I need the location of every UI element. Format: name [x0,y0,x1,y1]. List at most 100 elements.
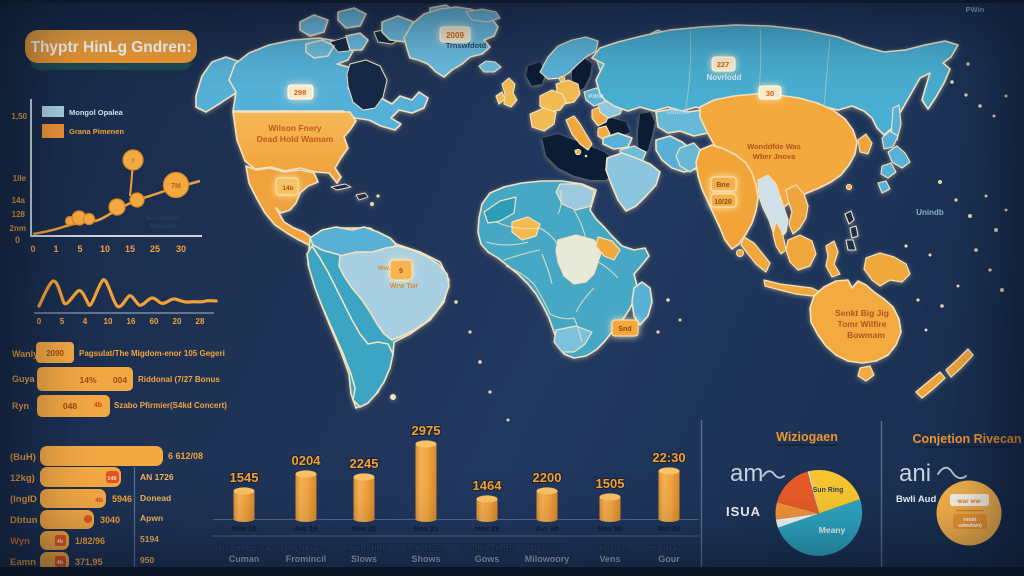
svg-text:14a: 14a [12,196,26,205]
svg-text:Hospital: Hospital [150,223,176,230]
svg-text:Okoslon: Okoslon [592,543,628,553]
svg-text:Tomr Wilfire: Tomr Wilfire [838,319,887,329]
svg-text:Senkt Big Jig: Senkt Big Jig [835,308,889,318]
svg-text:30: 30 [176,244,186,254]
svg-text:2009: 2009 [446,31,464,40]
svg-text:Meany: Meany [819,525,846,535]
svg-text:Donead: Donead [140,493,171,503]
svg-text:Avr 30: Avr 30 [658,524,681,533]
svg-text:Avr 19: Avr 19 [295,524,318,533]
svg-text:Pagsulat/The Migdom-enor 105 G: Pagsulat/The Migdom-enor 105 Gegeri [79,349,225,358]
svg-text:Neo-Wilbur: Neo-Wilbur [146,215,181,222]
svg-text:Nov 29: Nov 29 [475,524,500,533]
svg-text:950: 950 [140,555,154,565]
svg-text:Ryn: Ryn [12,401,29,411]
svg-text:Brynklane: Brynklane [284,543,328,553]
svg-text:Snd: Snd [618,326,631,333]
svg-text:20: 20 [173,317,182,326]
svg-text:Novrlodd: Novrlodd [706,73,741,82]
svg-text:128: 128 [12,210,26,219]
svg-text:7M: 7M [171,183,181,190]
svg-text:16: 16 [127,317,136,326]
svg-text:2245: 2245 [350,456,379,471]
svg-text:2090: 2090 [46,349,64,358]
svg-text:28: 28 [196,317,205,326]
svg-text:AN 1726: AN 1726 [140,472,174,482]
svg-text:Wilson Fnery: Wilson Fnery [268,123,322,133]
svg-text:Bsom Bsica: Bsom Bsica [218,543,271,553]
svg-text:Bowmam: Bowmam [847,330,885,340]
svg-text:1,50: 1,50 [11,112,27,121]
svg-text:Pdnd: Pdnd [589,94,604,100]
svg-text:048: 048 [63,401,77,411]
svg-text:60: 60 [150,317,159,326]
svg-text:0204: 0204 [292,453,322,468]
svg-text:148: 148 [107,476,116,482]
svg-text:371,95: 371,95 [75,557,103,567]
svg-text:nmm: nmm [963,517,976,523]
svg-text:1: 1 [53,244,58,254]
svg-text:Eamn: Eamn [10,557,36,568]
svg-text:Nov 21: Nov 21 [414,524,439,533]
svg-text:1464: 1464 [473,478,503,493]
svg-text:1/82/96: 1/82/96 [75,536,105,546]
svg-text:5194: 5194 [140,534,159,544]
svg-text:4b: 4b [94,402,102,409]
svg-text:004: 004 [113,375,127,385]
svg-text:30: 30 [766,89,774,98]
svg-text:Ww.: Ww. [378,265,391,272]
svg-text:Cochicsings: Cochicsings [460,543,514,553]
svg-text:udwdwnj: udwdwnj [958,523,982,529]
svg-text:1505: 1505 [596,476,625,491]
svg-text:9: 9 [399,268,403,275]
svg-text:Guya: Guya [12,374,36,384]
svg-text:Dbtun: Dbtun [10,515,38,526]
svg-text:298: 298 [294,88,307,97]
svg-text:Bordays: Bordays [651,543,687,553]
svg-text:5: 5 [77,244,82,254]
svg-text:Grana Pimenen: Grana Pimenen [69,127,124,136]
svg-text:1545: 1545 [230,470,259,485]
svg-text:Nov 18: Nov 18 [232,524,257,533]
svg-text:Conjetion Rivecan: Conjetion Rivecan [912,432,1021,446]
svg-text:Wiziogaen: Wiziogaen [776,430,838,444]
svg-text:Milowoory: Milowoory [525,554,570,564]
svg-text:Sun Ring: Sun Ring [813,487,844,494]
svg-text:Thyptr HinLg Gndren:: Thyptr HinLg Gndren: [30,39,191,56]
svg-text:Deplory: Deplory [530,543,564,553]
svg-text:4b: 4b [57,560,64,566]
svg-text:25: 25 [150,244,160,254]
svg-text:Wrw Twr: Wrw Twr [390,283,419,290]
svg-text:14%: 14% [79,375,96,385]
svg-text:Fromincil: Fromincil [286,554,327,564]
svg-text:Cuman: Cuman [229,554,260,564]
svg-text:4: 4 [83,317,88,326]
svg-text:Bne: Bne [716,182,729,189]
svg-text:227: 227 [717,60,730,69]
svg-text:22:30: 22:30 [652,450,685,465]
svg-text:Riddonal (7/27 Bonus: Riddonal (7/27 Bonus [138,375,220,384]
svg-text:4b: 4b [95,497,103,504]
svg-text:Bwli Aud: Bwli Aud [896,494,936,505]
svg-text:10: 10 [104,317,113,326]
svg-text:6 612/08: 6 612/08 [168,451,203,461]
svg-text:Dead Hold Wamam: Dead Hold Wamam [257,134,334,144]
svg-text:0: 0 [37,317,42,326]
svg-text:Avr 30: Avr 30 [536,524,559,533]
svg-text:2200: 2200 [533,470,562,485]
svg-text:7: 7 [131,159,135,165]
svg-text:Trnswfdotd: Trnswfdotd [446,41,487,50]
svg-text:Wanly: Wanly [12,349,38,359]
svg-text:1lle: 1lle [13,174,27,183]
svg-text:5: 5 [60,317,65,326]
svg-text:2975: 2975 [412,423,441,438]
svg-text:Shows: Shows [411,554,440,564]
svg-text:Unindb: Unindb [916,208,944,217]
svg-text:Nov 25: Nov 25 [352,524,377,533]
svg-text:(IngID: (IngID [10,494,37,505]
svg-text:5946: 5946 [112,494,132,504]
svg-text:Wyn: Wyn [10,536,30,547]
svg-text:(BuH): (BuH) [10,452,36,463]
svg-text:Wber Jnova: Wber Jnova [753,152,796,161]
svg-text:Amunsting: Amunsting [341,543,388,553]
